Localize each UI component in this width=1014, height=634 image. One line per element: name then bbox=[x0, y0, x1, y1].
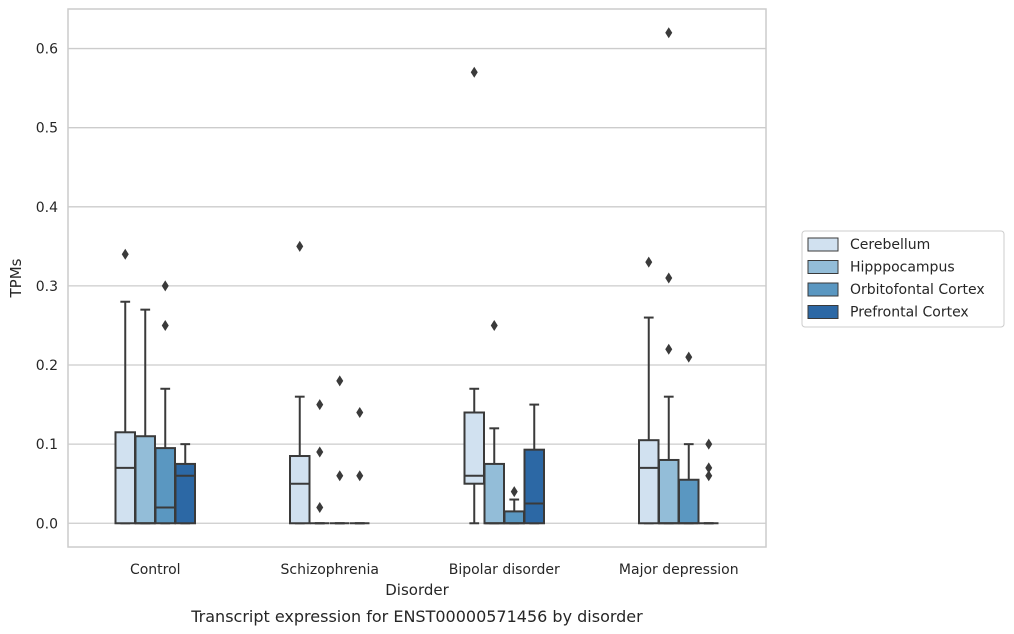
y-tick-label: 0.2 bbox=[36, 358, 58, 374]
outlier-point bbox=[356, 407, 364, 418]
outlier-point bbox=[685, 351, 693, 363]
x-axis-label: Disorder bbox=[385, 581, 449, 599]
box-body bbox=[658, 458, 680, 525]
legend-swatch bbox=[807, 282, 839, 297]
box-body bbox=[463, 411, 485, 485]
box-body bbox=[523, 448, 545, 525]
box-cerebellum bbox=[463, 66, 485, 525]
chart-caption: Transcript expression for ENST0000057145… bbox=[190, 607, 643, 626]
outlier-point bbox=[705, 462, 713, 474]
outlier-point bbox=[705, 470, 713, 482]
outlier-point bbox=[645, 256, 653, 268]
box-body bbox=[134, 435, 156, 525]
box-hipppocampus bbox=[483, 319, 505, 525]
box-prefrontal-cortex bbox=[699, 438, 719, 525]
outlier-point bbox=[336, 470, 344, 482]
box-hipppocampus bbox=[134, 308, 156, 525]
box-prefrontal-cortex bbox=[350, 407, 370, 525]
box-cerebellum bbox=[638, 256, 660, 525]
x-tick-label: Control bbox=[130, 562, 181, 578]
outlier-point bbox=[121, 248, 129, 260]
x-tick-label: Bipolar disorder bbox=[449, 562, 560, 578]
box-body bbox=[483, 462, 505, 525]
x-tick-label: Major depression bbox=[619, 562, 739, 578]
box-orbitofontal-cortex bbox=[154, 280, 176, 525]
legend-label: Cerebellum bbox=[850, 237, 930, 253]
box-body bbox=[154, 447, 176, 525]
box-body bbox=[114, 431, 136, 525]
outlier-point bbox=[705, 438, 713, 450]
box-body bbox=[638, 439, 660, 525]
box-hipppocampus bbox=[310, 399, 330, 525]
outlier-point bbox=[665, 343, 673, 355]
box-body bbox=[174, 462, 196, 525]
box-series-layer bbox=[114, 27, 719, 525]
box-orbitofontal-cortex bbox=[330, 375, 350, 525]
box-body bbox=[678, 478, 700, 525]
y-tick-label: 0.5 bbox=[36, 121, 58, 137]
outlier-point bbox=[490, 319, 498, 331]
y-tick-labels: 0.0 0.1 0.2 0.3 0.4 0.5 0.6 bbox=[36, 42, 58, 533]
legend-frame bbox=[801, 230, 1005, 328]
outlier-point bbox=[316, 399, 324, 411]
legend-label: Orbitofontal Cortex bbox=[850, 282, 985, 298]
legend-label: Prefrontal Cortex bbox=[850, 305, 969, 321]
y-axis-label: TPMs bbox=[7, 258, 25, 298]
y-tick-label: 0.4 bbox=[36, 200, 58, 216]
outlier-point bbox=[510, 486, 518, 498]
box-body bbox=[503, 510, 525, 525]
outlier-point bbox=[336, 375, 344, 387]
legend-swatch bbox=[807, 305, 839, 319]
x-tick-labels: Control Schizophrenia Bipolar disorder Majo… bbox=[130, 562, 739, 578]
outlier-point bbox=[356, 470, 364, 482]
outlier-point bbox=[665, 272, 673, 284]
outlier-point bbox=[470, 66, 478, 78]
box-body bbox=[289, 455, 311, 525]
y-tick-label: 0.6 bbox=[36, 42, 58, 58]
y-tick-label: 0.0 bbox=[36, 516, 58, 532]
legend-label: Hipppocampus bbox=[850, 260, 955, 276]
outlier-point bbox=[316, 501, 324, 513]
legend: Cerebellum Hipppocampus Orbitofontal Corte… bbox=[801, 230, 1005, 328]
box-hipppocampus bbox=[658, 27, 680, 525]
outlier-point bbox=[316, 446, 324, 458]
legend-swatch bbox=[807, 260, 839, 274]
outlier-point bbox=[296, 240, 304, 252]
box-prefrontal-cortex bbox=[174, 443, 196, 525]
x-tick-label: Schizophrenia bbox=[281, 562, 379, 578]
legend-swatch bbox=[807, 237, 839, 252]
outlier-point bbox=[161, 319, 169, 331]
y-tick-label: 0.1 bbox=[36, 437, 58, 453]
box-cerebellum bbox=[289, 240, 311, 525]
box-orbitofontal-cortex bbox=[503, 486, 525, 525]
outlier-point bbox=[665, 27, 673, 39]
plot-frame bbox=[67, 8, 767, 548]
outlier-point bbox=[161, 280, 169, 292]
y-tick-label: 0.3 bbox=[36, 279, 58, 295]
box-prefrontal-cortex bbox=[523, 403, 545, 525]
box-orbitofontal-cortex bbox=[678, 351, 700, 525]
box-cerebellum bbox=[114, 248, 136, 525]
